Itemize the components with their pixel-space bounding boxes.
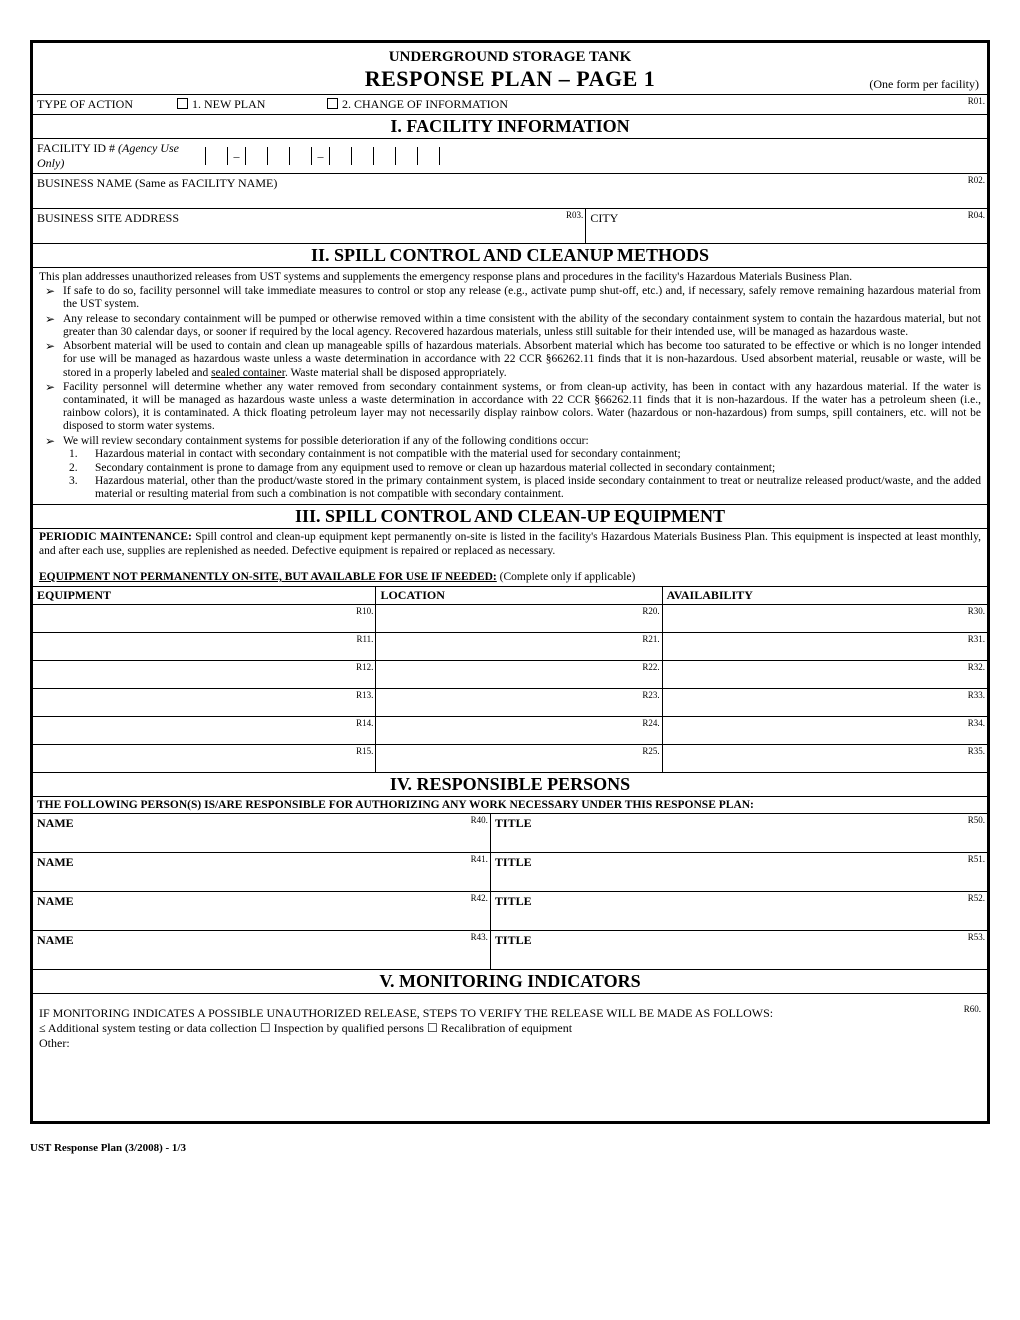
city[interactable]: CITYR04. bbox=[586, 209, 987, 243]
section4-title: IV. RESPONSIBLE PERSONS bbox=[33, 772, 987, 796]
site-address[interactable]: BUSINESS SITE ADDRESSR03. bbox=[33, 209, 586, 243]
section1-title: I. FACILITY INFORMATION bbox=[33, 114, 987, 138]
equipment-header: EQUIPMENT LOCATION AVAILABILITY bbox=[33, 586, 987, 604]
page-footer: UST Response Plan (3/2008) - 1/3 bbox=[30, 1142, 990, 1154]
person-row: NAMER40.TITLER50. bbox=[33, 813, 987, 852]
section2-title: II. SPILL CONTROL AND CLEANUP METHODS bbox=[33, 243, 987, 267]
ref-r01: R01. bbox=[968, 96, 985, 106]
opt-new-plan[interactable]: 1. NEW PLAN bbox=[173, 95, 323, 114]
equipment-row[interactable]: R15.R25.R35. bbox=[33, 744, 987, 772]
opt-change-info[interactable]: 2. CHANGE OF INFORMATION R01. bbox=[323, 95, 987, 114]
person-row: NAMER43.TITLER53. bbox=[33, 930, 987, 969]
type-of-action-row: TYPE OF ACTION 1. NEW PLAN 2. CHANGE OF … bbox=[33, 94, 987, 114]
header-line2: RESPONSE PLAN – PAGE 1 bbox=[33, 66, 987, 92]
address-row: BUSINESS SITE ADDRESSR03. CITYR04. bbox=[33, 208, 987, 243]
header-sub: (One form per facility) bbox=[869, 77, 979, 92]
ref-r02: R02. bbox=[968, 175, 985, 185]
type-action-label: TYPE OF ACTION bbox=[33, 95, 173, 114]
section3-title: III. SPILL CONTROL AND CLEAN-UP EQUIPMEN… bbox=[33, 504, 987, 528]
monitoring-body: IF MONITORING INDICATES A POSSIBLE UNAUT… bbox=[33, 993, 987, 1121]
equipment-row[interactable]: R11.R21.R31. bbox=[33, 632, 987, 660]
facility-id-row: FACILITY ID # (Agency Use Only) – – bbox=[33, 138, 987, 173]
person-row: NAMER42.TITLER52. bbox=[33, 891, 987, 930]
equipment-row[interactable]: R10.R20.R30. bbox=[33, 604, 987, 632]
business-name-row[interactable]: BUSINESS NAME (Same as FACILITY NAME)R02… bbox=[33, 173, 987, 208]
header-line1: UNDERGROUND STORAGE TANK bbox=[33, 49, 987, 66]
ref-r60: R60. bbox=[964, 1004, 981, 1014]
equipment-row[interactable]: R13.R23.R33. bbox=[33, 688, 987, 716]
equipment-row[interactable]: R14.R24.R34. bbox=[33, 716, 987, 744]
person-row: NAMER41.TITLER51. bbox=[33, 852, 987, 891]
checkbox-icon[interactable] bbox=[327, 98, 338, 109]
ref-r03: R03. bbox=[566, 210, 583, 220]
section5-title: V. MONITORING INDICATORS bbox=[33, 969, 987, 993]
section3-intro: PERIODIC MAINTENANCE: Spill control and … bbox=[33, 528, 987, 586]
checkbox-icon[interactable] bbox=[177, 98, 188, 109]
section2-body: This plan addresses unauthorized release… bbox=[33, 267, 987, 504]
form-header: UNDERGROUND STORAGE TANK RESPONSE PLAN –… bbox=[33, 43, 987, 94]
equipment-row[interactable]: R12.R22.R32. bbox=[33, 660, 987, 688]
persons-head: THE FOLLOWING PERSON(S) IS/ARE RESPONSIB… bbox=[33, 796, 987, 813]
form-container: UNDERGROUND STORAGE TANK RESPONSE PLAN –… bbox=[30, 40, 990, 1124]
facility-id-boxes[interactable]: – – bbox=[183, 147, 987, 165]
ref-r04: R04. bbox=[968, 210, 985, 220]
